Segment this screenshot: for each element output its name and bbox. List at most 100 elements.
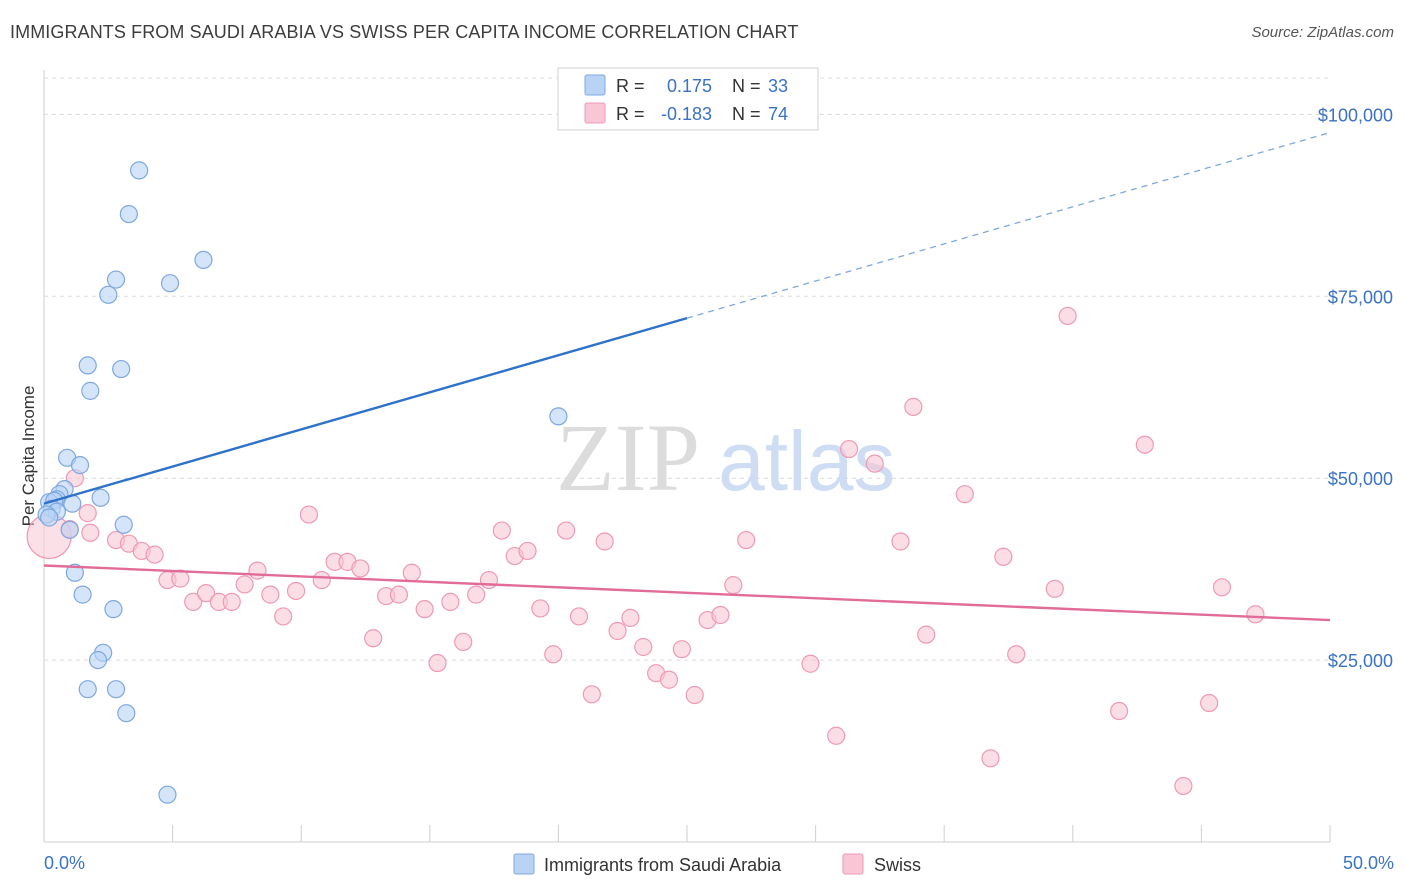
y-tick-label-3: $100,000 <box>1318 105 1393 125</box>
saudi-point-2 <box>194 250 213 270</box>
swiss-point-11 <box>184 592 203 611</box>
swiss-point-70 <box>1174 776 1193 796</box>
swiss-point-15 <box>235 575 254 594</box>
chart-title: IMMIGRANTS FROM SAUDI ARABIA VS SWISS PE… <box>10 22 799 42</box>
swiss-point-59 <box>891 532 910 551</box>
y-tick-label-2: $75,000 <box>1328 287 1393 307</box>
swiss-point-20 <box>299 505 319 524</box>
swiss-point-25 <box>364 629 383 648</box>
saudi-point-32 <box>117 704 136 723</box>
swiss-point-46 <box>634 637 653 657</box>
swiss-point-71 <box>1200 693 1219 713</box>
saudi-point-25 <box>65 563 84 582</box>
watermark: ZIP atlas <box>556 404 895 511</box>
swiss-point-60 <box>904 397 923 416</box>
swiss-point-41 <box>569 607 589 626</box>
saudi-point-0 <box>130 161 149 180</box>
swiss-point-2 <box>78 504 97 523</box>
swiss-point-72 <box>1212 578 1232 597</box>
swiss-point-56 <box>827 726 846 745</box>
saudi-point-6 <box>78 356 97 375</box>
y-axis-title: Per Capita Income <box>19 386 38 527</box>
swiss-point-69 <box>1135 435 1154 454</box>
watermark-zip: ZIP <box>556 404 700 511</box>
x-axis-ticks <box>172 825 1331 842</box>
swiss-point-29 <box>415 600 434 619</box>
swiss-point-53 <box>724 576 743 595</box>
swiss-point-42 <box>582 685 601 704</box>
swiss-point-66 <box>1045 579 1064 598</box>
saudi-point-5 <box>99 285 118 304</box>
swiss-point-55 <box>801 654 820 673</box>
swiss-point-17 <box>261 585 280 604</box>
swiss-point-19 <box>286 581 306 601</box>
chart-source: Source: ZipAtlas.com <box>1251 24 1394 41</box>
swiss-point-40 <box>557 521 576 540</box>
swiss-point-35 <box>492 521 511 540</box>
legend-n-value-blue: 33 <box>768 76 788 96</box>
saudi-trend-extension <box>686 131 1331 319</box>
swiss-point-52 <box>711 605 730 625</box>
saudi-point-30 <box>78 680 97 699</box>
legend-r-value-pink: -0.183 <box>661 104 712 124</box>
x-tick-label-max: 50.0% <box>1343 853 1394 873</box>
saudi-point-7 <box>112 359 131 379</box>
swiss-point-37 <box>518 541 537 561</box>
swiss-point-43 <box>595 532 614 551</box>
swiss-point-57 <box>839 439 859 459</box>
saudi-point-22 <box>40 508 59 527</box>
saudi-point-31 <box>106 680 126 699</box>
swiss-point-31 <box>441 592 460 611</box>
saudi-point-27 <box>104 600 123 619</box>
saudi-point-23 <box>114 515 133 534</box>
saudi-point-4 <box>160 274 180 293</box>
swiss-point-58 <box>865 454 884 473</box>
correlation-legend: R = 0.175 N = 33 R = -0.183 N = 74 <box>557 67 819 131</box>
legend-n-value-pink: 74 <box>768 104 788 124</box>
swiss-point-73 <box>1246 605 1265 624</box>
y-tick-label-1: $50,000 <box>1328 469 1393 489</box>
saudi-point-33 <box>158 785 177 804</box>
legend-r-label-pink: R = <box>616 104 645 124</box>
series-legend: Immigrants from Saudi Arabia Swiss <box>513 853 921 875</box>
swiss-point-67 <box>1058 306 1077 326</box>
x-tick-label-min: 0.0% <box>44 853 85 873</box>
saudi-point-9 <box>549 407 568 426</box>
saudi-point-29 <box>88 650 108 670</box>
swiss-point-49 <box>672 640 691 659</box>
swiss-point-34 <box>479 570 499 590</box>
swiss-point-32 <box>454 632 473 652</box>
series-legend-label-blue: Immigrants from Saudi Arabia <box>544 855 782 875</box>
saudi-point-24 <box>60 520 79 539</box>
series-legend-swatch-pink <box>842 853 864 875</box>
swiss-point-44 <box>608 621 627 641</box>
watermark-atlas: atlas <box>718 414 895 508</box>
swiss-point-54 <box>737 530 756 550</box>
saudi-point-1 <box>119 204 138 224</box>
swiss-point-12 <box>196 584 216 603</box>
series-legend-swatch-blue <box>513 853 535 875</box>
saudi-point-3 <box>106 270 126 289</box>
swiss-point-21 <box>312 570 331 590</box>
saudi-point-26 <box>73 585 92 604</box>
legend-swatch-pink <box>584 102 606 124</box>
swiss-point-4 <box>81 523 100 542</box>
swiss-point-45 <box>621 608 640 627</box>
swiss-point-14 <box>222 592 241 611</box>
swiss-point-18 <box>274 607 293 626</box>
saudi-point-11 <box>70 455 90 475</box>
swiss-point-27 <box>389 585 409 604</box>
saudi-point-8 <box>81 381 100 400</box>
legend-r-value-blue: 0.175 <box>667 76 712 96</box>
swiss-point-62 <box>955 485 974 504</box>
swiss-point-50 <box>685 685 704 705</box>
legend-n-label-blue: N = <box>732 76 761 96</box>
y-tick-label-0: $25,000 <box>1328 651 1393 671</box>
legend-r-label-blue: R = <box>616 76 645 96</box>
saudi-point-16 <box>91 488 110 507</box>
swiss-point-61 <box>917 625 936 644</box>
swiss-point-30 <box>428 653 447 673</box>
legend-n-label-pink: N = <box>732 104 761 124</box>
swiss-point-28 <box>402 563 421 582</box>
